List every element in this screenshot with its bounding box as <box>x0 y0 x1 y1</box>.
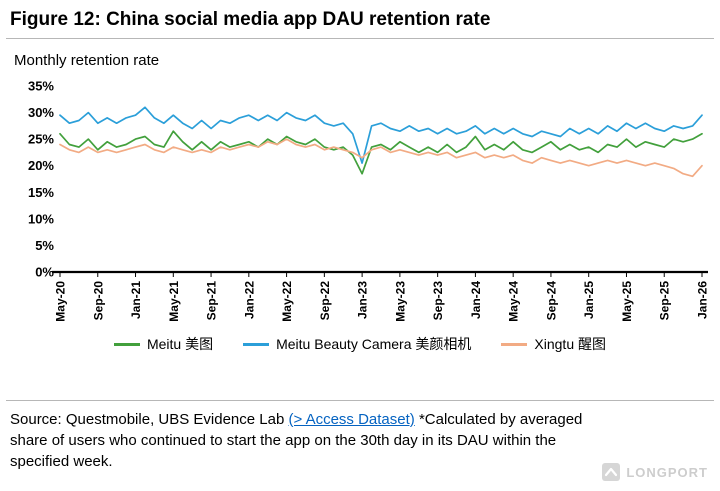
legend-label-xingtu: Xingtu 醒图 <box>534 336 606 352</box>
legend-swatch-meitu-beauty-camera <box>243 342 270 346</box>
svg-text:Jan-25: Jan-25 <box>582 281 596 319</box>
svg-text:May-20: May-20 <box>54 281 68 322</box>
svg-text:10%: 10% <box>28 211 54 226</box>
svg-text:Jan-24: Jan-24 <box>469 281 483 319</box>
svg-text:Jan-23: Jan-23 <box>356 281 370 319</box>
legend-label-meitu-beauty-camera: Meitu Beauty Camera 美颜相机 <box>276 336 472 352</box>
svg-text:May-23: May-23 <box>393 281 407 322</box>
source-text: Source: Questmobile, UBS Evidence Lab <box>10 411 289 428</box>
source-divider <box>6 400 714 401</box>
svg-text:15%: 15% <box>28 185 54 200</box>
source-calc-note: *Calculated by averaged share of users w… <box>10 411 583 470</box>
svg-text:May-21: May-21 <box>167 281 181 322</box>
figure-title: Figure 12: China social media app DAU re… <box>10 9 491 30</box>
svg-text:Sep-21: Sep-21 <box>205 281 219 321</box>
svg-text:Sep-25: Sep-25 <box>658 281 672 321</box>
svg-text:May-24: May-24 <box>507 281 521 322</box>
legend-swatch-meitu <box>113 342 140 346</box>
svg-text:Sep-22: Sep-22 <box>318 281 332 321</box>
svg-text:5%: 5% <box>35 238 54 253</box>
chart-legend: Meitu 美图 Meitu Beauty Camera 美颜相机 Xingtu… <box>0 334 720 354</box>
longport-watermark: LONGPORT <box>602 463 708 481</box>
retention-line-chart: 0% 5% 10% 15% 20% 25% 30% 35% May-20 Sep-20 Jan-21… <box>28 79 710 322</box>
svg-text:30%: 30% <box>28 105 54 120</box>
chart-axis-title: Monthly retention rate <box>14 52 160 69</box>
svg-text:25%: 25% <box>28 132 54 147</box>
longport-logo-icon <box>602 463 621 481</box>
svg-text:Jan-22: Jan-22 <box>242 281 256 319</box>
longport-wordmark: LONGPORT <box>626 464 708 480</box>
svg-text:0%: 0% <box>35 265 54 280</box>
svg-text:Jan-26: Jan-26 <box>696 281 710 319</box>
svg-text:Jan-21: Jan-21 <box>129 281 143 319</box>
access-dataset-link[interactable]: (> Access Dataset) <box>288 411 415 428</box>
title-divider <box>6 38 714 39</box>
legend-swatch-xingtu <box>501 342 528 346</box>
legend-item-meitu-beauty-camera: Meitu Beauty Camera 美颜相机 <box>243 334 471 354</box>
legend-label-meitu: Meitu 美图 <box>146 336 214 352</box>
svg-text:Sep-23: Sep-23 <box>431 281 445 321</box>
svg-text:35%: 35% <box>28 79 54 94</box>
svg-text:20%: 20% <box>28 158 54 173</box>
svg-text:Sep-20: Sep-20 <box>91 281 105 321</box>
svg-text:May-22: May-22 <box>280 281 294 322</box>
svg-text:Sep-24: Sep-24 <box>544 281 558 321</box>
legend-item-xingtu: Xingtu 醒图 <box>501 334 606 354</box>
svg-text:May-25: May-25 <box>620 281 634 322</box>
legend-item-meitu: Meitu 美图 <box>113 334 214 354</box>
source-note: Source: Questmobile, UBS Evidence Lab (>… <box>0 401 720 472</box>
